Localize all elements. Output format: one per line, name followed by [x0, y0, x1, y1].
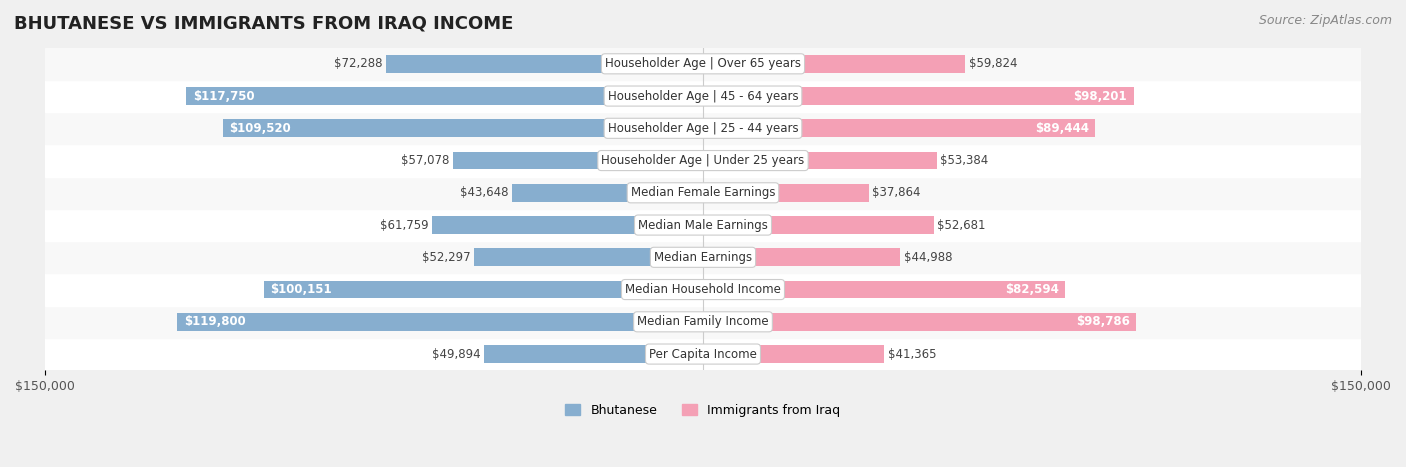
Bar [703, 313, 1136, 331]
Text: Householder Age | 25 - 44 years: Householder Age | 25 - 44 years [607, 122, 799, 135]
Bar [453, 152, 703, 170]
Text: $98,786: $98,786 [1076, 315, 1130, 328]
Text: $109,520: $109,520 [229, 122, 291, 135]
Bar [45, 241, 1361, 274]
Bar [222, 120, 703, 137]
Text: Householder Age | Under 25 years: Householder Age | Under 25 years [602, 154, 804, 167]
Bar [432, 216, 703, 234]
Text: Median Male Earnings: Median Male Earnings [638, 219, 768, 232]
Text: $59,824: $59,824 [969, 57, 1018, 71]
Bar [45, 112, 1361, 144]
Bar [45, 209, 1361, 241]
Text: $82,594: $82,594 [1005, 283, 1059, 296]
Bar [703, 184, 869, 202]
Text: Median Household Income: Median Household Income [626, 283, 780, 296]
Text: $44,988: $44,988 [904, 251, 952, 264]
Text: Householder Age | 45 - 64 years: Householder Age | 45 - 64 years [607, 90, 799, 103]
Text: $98,201: $98,201 [1074, 90, 1128, 103]
Text: Median Earnings: Median Earnings [654, 251, 752, 264]
Text: $57,078: $57,078 [401, 154, 450, 167]
Bar [45, 80, 1361, 112]
Bar [264, 281, 703, 298]
Bar [703, 120, 1095, 137]
Bar [703, 248, 900, 266]
Text: Per Capita Income: Per Capita Income [650, 347, 756, 361]
Bar [703, 216, 934, 234]
Bar [703, 345, 884, 363]
Text: BHUTANESE VS IMMIGRANTS FROM IRAQ INCOME: BHUTANESE VS IMMIGRANTS FROM IRAQ INCOME [14, 14, 513, 32]
Text: $37,864: $37,864 [872, 186, 921, 199]
Bar [512, 184, 703, 202]
Text: $52,297: $52,297 [422, 251, 470, 264]
Bar [45, 177, 1361, 209]
Bar [385, 55, 703, 73]
Bar [474, 248, 703, 266]
Text: $61,759: $61,759 [380, 219, 429, 232]
Text: $117,750: $117,750 [193, 90, 254, 103]
Text: $119,800: $119,800 [184, 315, 246, 328]
Text: $89,444: $89,444 [1035, 122, 1088, 135]
Text: Median Family Income: Median Family Income [637, 315, 769, 328]
Bar [703, 281, 1066, 298]
Bar [703, 87, 1133, 105]
Text: Median Female Earnings: Median Female Earnings [631, 186, 775, 199]
Text: $41,365: $41,365 [887, 347, 936, 361]
Text: $43,648: $43,648 [460, 186, 508, 199]
Bar [484, 345, 703, 363]
Bar [45, 48, 1361, 80]
Bar [703, 55, 966, 73]
Text: $52,681: $52,681 [938, 219, 986, 232]
Bar [45, 144, 1361, 177]
Text: $72,288: $72,288 [335, 57, 382, 71]
Text: $49,894: $49,894 [432, 347, 481, 361]
Bar [45, 338, 1361, 370]
Text: Source: ZipAtlas.com: Source: ZipAtlas.com [1258, 14, 1392, 27]
Text: $53,384: $53,384 [941, 154, 988, 167]
Bar [187, 87, 703, 105]
Bar [177, 313, 703, 331]
Legend: Bhutanese, Immigrants from Iraq: Bhutanese, Immigrants from Iraq [561, 399, 845, 422]
Text: Householder Age | Over 65 years: Householder Age | Over 65 years [605, 57, 801, 71]
Text: $100,151: $100,151 [270, 283, 332, 296]
Bar [703, 152, 938, 170]
Bar [45, 274, 1361, 306]
Bar [45, 306, 1361, 338]
